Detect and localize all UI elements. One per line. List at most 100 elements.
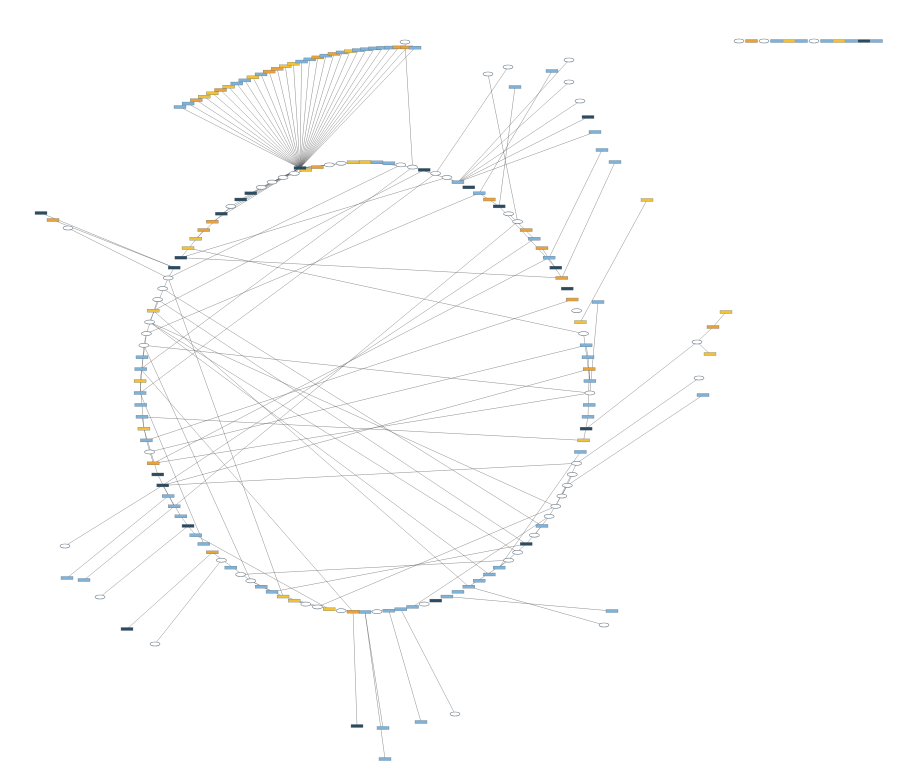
node (234, 197, 247, 202)
edge (404, 41, 413, 168)
node (224, 565, 237, 570)
node (279, 64, 292, 68)
node (216, 557, 227, 563)
node (795, 39, 808, 43)
node (579, 343, 593, 347)
edge (299, 47, 391, 169)
edge (140, 368, 354, 612)
node (543, 514, 555, 519)
edge (149, 321, 490, 575)
edge (99, 525, 189, 598)
node (745, 39, 758, 43)
node (696, 393, 710, 397)
edge (400, 609, 456, 715)
node (566, 472, 578, 477)
edge (240, 559, 509, 575)
edge (83, 506, 175, 581)
node (574, 320, 587, 324)
node (189, 237, 202, 241)
node (562, 483, 573, 488)
node (563, 79, 575, 85)
node (578, 331, 589, 336)
node (293, 166, 307, 170)
node (376, 726, 390, 730)
node (378, 757, 392, 761)
edges (40, 41, 727, 760)
node (255, 585, 268, 589)
node (370, 160, 384, 164)
edge (457, 100, 581, 183)
edge (260, 74, 301, 169)
edge (585, 345, 589, 358)
edge (66, 495, 169, 579)
edge (179, 106, 301, 169)
node (581, 355, 595, 359)
node (295, 59, 308, 64)
node (512, 219, 523, 224)
edge (299, 57, 318, 169)
edge (154, 560, 222, 645)
edge (153, 310, 469, 587)
node (255, 185, 267, 190)
node (157, 286, 168, 291)
node (399, 39, 411, 45)
edge (548, 149, 603, 258)
edge (143, 345, 251, 581)
node (577, 438, 590, 443)
edge (299, 47, 399, 169)
edge (140, 166, 413, 370)
node (870, 39, 883, 43)
node (583, 367, 596, 371)
node (144, 449, 155, 455)
node (137, 427, 151, 431)
edge (299, 48, 375, 169)
node (168, 504, 181, 508)
edge (576, 377, 700, 464)
node (382, 161, 396, 165)
node (77, 578, 91, 582)
node (430, 171, 441, 176)
edge (468, 586, 605, 626)
nodes (34, 38, 883, 761)
node (46, 218, 60, 222)
edge (67, 227, 169, 279)
node (502, 64, 514, 70)
node (140, 438, 153, 443)
node (595, 148, 609, 152)
node (197, 228, 210, 232)
node (181, 246, 195, 250)
node (406, 605, 419, 609)
node (225, 204, 237, 209)
node (571, 461, 582, 466)
node (350, 724, 364, 728)
edge (299, 47, 383, 169)
node (62, 225, 74, 231)
node (222, 85, 235, 89)
node (535, 246, 549, 250)
node (134, 367, 147, 371)
node (535, 524, 549, 528)
node (857, 39, 871, 43)
node (605, 609, 619, 613)
edge (299, 51, 351, 169)
edge (268, 71, 301, 169)
edge (479, 70, 553, 194)
node (244, 191, 257, 195)
node (706, 325, 720, 329)
node (473, 579, 486, 583)
node (429, 598, 442, 603)
node (346, 160, 360, 164)
node (133, 391, 147, 395)
node (173, 105, 187, 109)
node (542, 256, 556, 260)
node (238, 78, 251, 83)
node (782, 39, 796, 43)
node (358, 160, 372, 164)
edge (64, 485, 163, 547)
node (133, 379, 147, 383)
edge (157, 474, 175, 507)
edge (299, 47, 416, 169)
node (323, 162, 335, 168)
